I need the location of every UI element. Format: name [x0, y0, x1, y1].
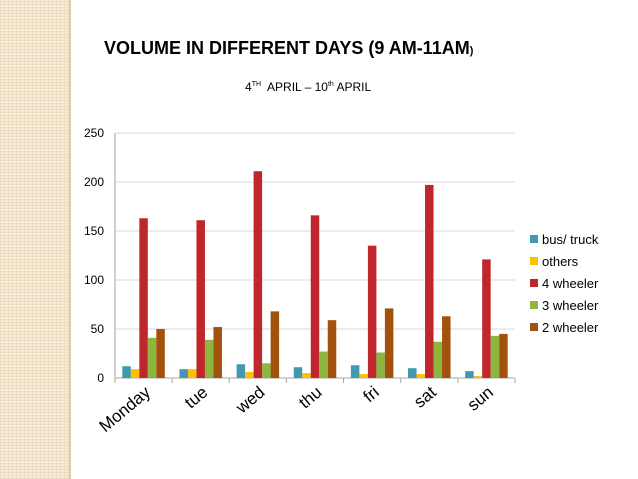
- bar: [384, 308, 394, 378]
- legend-item: bus/ truck: [530, 228, 598, 250]
- legend-label: 4 wheeler: [542, 275, 599, 291]
- x-category-label: sat: [410, 382, 440, 411]
- legend-label: others: [542, 253, 579, 269]
- bar: [327, 320, 337, 378]
- bar: [482, 259, 491, 378]
- x-category-label: wed: [232, 383, 269, 418]
- y-tick-label: 250: [84, 126, 104, 140]
- legend-swatch: [530, 301, 538, 309]
- chart-title: VOLUME IN DIFFERENT DAYS (9 AM-11AM): [104, 38, 473, 59]
- y-tick-label: 50: [91, 322, 105, 336]
- legend-label: bus/ truck: [542, 231, 599, 247]
- bar: [350, 365, 360, 378]
- y-tick-label: 150: [84, 224, 104, 238]
- legend-label: 3 wheeler: [542, 297, 599, 313]
- bar: [122, 366, 131, 378]
- bar: [293, 367, 303, 378]
- legend-swatch: [530, 323, 538, 331]
- bar: [416, 374, 426, 378]
- subtitle-part3: APRIL: [333, 80, 372, 94]
- bar: [262, 363, 271, 378]
- decorative-side-stripe: [0, 0, 70, 479]
- chart-legend: bus/ truck others 4 wheeler 3 wheeler 2 whee…: [530, 228, 598, 338]
- x-category-label: sun: [464, 383, 497, 415]
- bar: [253, 171, 263, 378]
- x-category-label: Monday: [96, 382, 155, 436]
- legend-swatch: [530, 235, 538, 243]
- bar: [236, 364, 246, 378]
- legend-item: others: [530, 250, 598, 272]
- subtitle-part1: 4: [245, 80, 252, 94]
- chart-title-text: VOLUME IN DIFFERENT DAYS (9 AM-11AM: [104, 38, 470, 58]
- bar: [425, 184, 434, 378]
- bar: [319, 351, 328, 378]
- legend-swatch: [530, 257, 538, 265]
- bar: [367, 245, 377, 378]
- bar: [499, 333, 508, 378]
- bar: [310, 215, 320, 378]
- y-tick-label: 100: [84, 273, 104, 287]
- legend-item: 4 wheeler: [530, 272, 598, 294]
- bar: [376, 352, 385, 378]
- bar: [130, 369, 140, 378]
- legend-label: 2 wheeler: [542, 319, 599, 335]
- bar: [204, 339, 214, 378]
- subtitle-sup2: th: [327, 81, 334, 88]
- bar: [213, 327, 222, 378]
- bar: [302, 373, 311, 378]
- y-tick-label: 200: [84, 175, 104, 189]
- bar: [359, 374, 368, 378]
- legend-item: 2 wheeler: [530, 316, 598, 338]
- bar: [179, 369, 188, 378]
- bar: [139, 218, 148, 378]
- bar: [473, 376, 483, 378]
- bar: [270, 311, 280, 378]
- subtitle-part2: APRIL – 10: [261, 80, 328, 94]
- bar: [490, 335, 500, 378]
- bar: [408, 368, 417, 378]
- chart-subtitle: 4TH APRIL – 10th APRIL: [245, 80, 371, 94]
- subtitle-sup1: TH: [251, 81, 262, 88]
- bar: [245, 372, 254, 378]
- bar: [442, 316, 451, 378]
- x-category-label: tue: [181, 383, 211, 413]
- x-category-label: thu: [295, 383, 325, 413]
- bar: [187, 369, 197, 378]
- y-tick-label: 0: [97, 371, 104, 385]
- bar: [196, 220, 205, 378]
- bar: [147, 337, 157, 378]
- bar: [156, 329, 165, 378]
- bar: [433, 341, 443, 378]
- side-stripe-border: [69, 0, 71, 479]
- bar: [465, 371, 474, 378]
- legend-item: 3 wheeler: [530, 294, 598, 316]
- chart-title-close: ): [469, 45, 474, 57]
- legend-swatch: [530, 279, 538, 287]
- x-category-label: fri: [360, 383, 383, 407]
